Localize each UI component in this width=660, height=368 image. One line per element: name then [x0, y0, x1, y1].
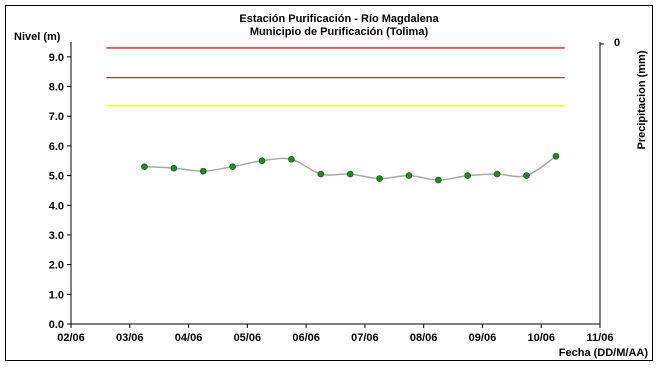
chart-svg: Estación Purificación - Río Magdalena Mu…	[14, 13, 649, 359]
y2-tick-label: 0	[614, 37, 620, 49]
x-tick-label: 10/06	[527, 332, 555, 344]
x-tick-label: 11/06	[587, 332, 614, 344]
y-tick-label: 2.0	[49, 260, 64, 272]
data-point	[229, 163, 236, 170]
data-point	[258, 157, 266, 165]
y2-axis-label: Precipitacion (mm)	[636, 50, 648, 149]
y-tick-label: 1.0	[49, 289, 64, 301]
y-tick-label: 9.0	[49, 52, 64, 64]
chart-subtitle: Municipio de Purificación (Tolima)	[250, 26, 429, 38]
data-point	[464, 172, 472, 179]
x-tick-label: 05/06	[234, 332, 262, 344]
chart-title: Estación Purificación - Río Magdalena	[239, 13, 439, 25]
x-tick-label: 03/06	[116, 332, 144, 344]
y-tick-label: 0.0	[49, 319, 64, 331]
data-point	[199, 167, 207, 175]
data-point	[523, 172, 530, 179]
y-tick-label: 8.0	[49, 82, 64, 94]
chart-frame: Estación Purificación - Río Magdalena Mu…	[5, 5, 653, 361]
data-point	[170, 164, 178, 172]
y-tick-label: 7.0	[49, 111, 64, 123]
data-point	[317, 170, 325, 178]
x-tick-label: 07/06	[351, 332, 379, 344]
x-tick-label: 04/06	[175, 332, 203, 344]
data-point	[346, 170, 354, 178]
data-point	[493, 170, 501, 178]
x-tick-label: 08/06	[410, 332, 438, 344]
x-axis-label: Fecha (DD/M/AA)	[559, 347, 649, 359]
y-axis-label: Nivel (m)	[14, 31, 61, 43]
data-point	[376, 175, 383, 182]
y-tick-label: 4.0	[49, 200, 64, 212]
y-tick-label: 5.0	[49, 171, 64, 183]
data-point	[552, 152, 560, 160]
x-tick-label: 06/06	[292, 332, 320, 344]
x-tick-label: 09/06	[469, 332, 497, 344]
data-point	[435, 176, 442, 184]
data-point	[288, 155, 295, 163]
data-point	[405, 172, 413, 179]
x-tick-label: 02/06	[57, 332, 85, 344]
y-tick-label: 6.0	[49, 141, 64, 153]
data-point	[141, 163, 148, 170]
y-tick-label: 3.0	[49, 230, 64, 242]
